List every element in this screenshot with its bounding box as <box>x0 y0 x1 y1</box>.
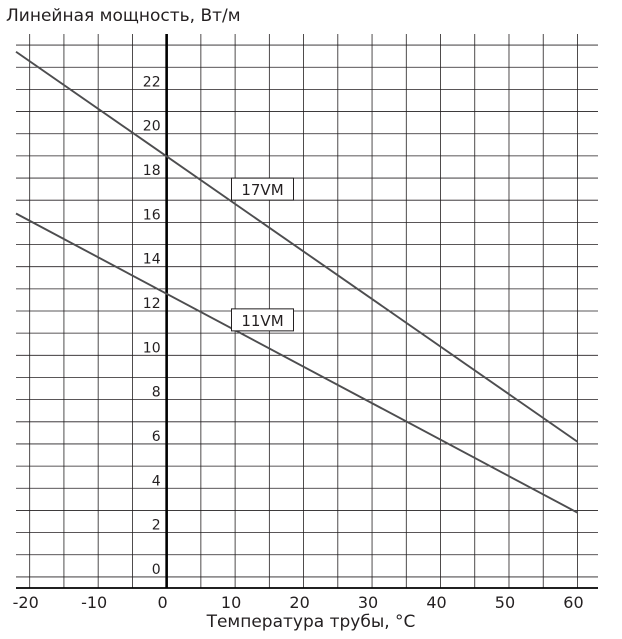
x-tick-label: 30 <box>358 593 378 612</box>
x-tick-label: -10 <box>81 593 107 612</box>
series-tag-label: 11VM <box>241 312 283 330</box>
y-tick-label: 4 <box>152 473 161 489</box>
grid <box>16 34 598 588</box>
series-tag-box <box>230 177 294 201</box>
x-tick-label: 0 <box>158 593 168 612</box>
series-tag-box <box>230 308 294 332</box>
series-line-17vm <box>15 50 579 443</box>
y-tick-label: 8 <box>152 385 161 401</box>
axes <box>16 34 598 589</box>
y-tick-label: 20 <box>143 119 161 135</box>
x-tick-label: 40 <box>426 593 446 612</box>
y-tick-label: 18 <box>143 163 161 179</box>
y-tick-label: 6 <box>152 429 161 445</box>
y-tick-label: 10 <box>143 340 161 356</box>
y-axis-title: Линейная мощность, Вт/м <box>6 6 241 26</box>
x-tick-label: 10 <box>221 593 241 612</box>
y-tick-label: 12 <box>143 296 161 312</box>
x-tick-label: -20 <box>13 593 39 612</box>
series-tags: 17VM 11VM <box>230 177 294 332</box>
series-tag-label: 17VM <box>241 181 283 199</box>
y-tick-label: 16 <box>143 207 161 223</box>
series-line-11vm <box>15 212 578 514</box>
series-lines <box>15 50 579 514</box>
x-axis-title: Температура трубы, °C <box>206 612 416 632</box>
y-tick-label: 0 <box>152 562 161 578</box>
y-tick-label: 22 <box>143 74 161 90</box>
y-tick-label: 14 <box>143 252 161 268</box>
tick-labels: 0 2 4 6 8 10 12 14 16 18 20 22 -20 -10 0 10 20 30 40 50 60 <box>13 74 584 612</box>
x-tick-label: 60 <box>563 593 583 612</box>
x-tick-label: 20 <box>289 593 309 612</box>
x-tick-label: 50 <box>495 593 515 612</box>
y-tick-label: 2 <box>152 518 161 534</box>
